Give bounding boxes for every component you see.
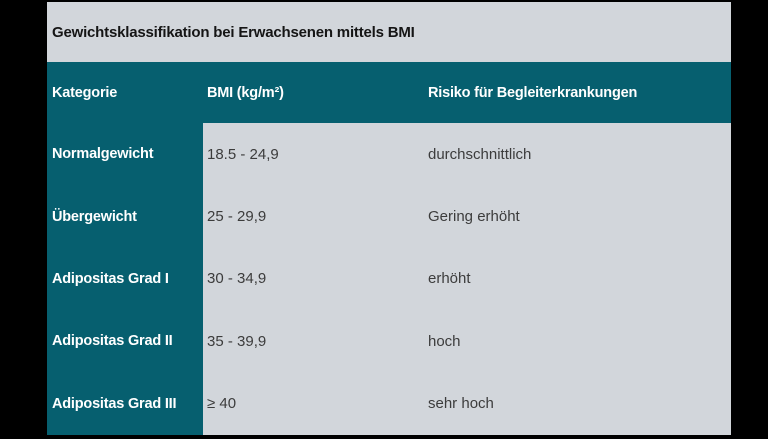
bmi-value-cell: ≥ 40 [203, 372, 428, 435]
row-label-cell: Adipositas Grad III [47, 372, 203, 435]
column-header-risiko: Risiko für Begleiterkrankungen [428, 62, 731, 123]
row-label-cell: Adipositas Grad I [47, 247, 203, 311]
bmi-value-cell: 18.5 - 24,9 [203, 123, 428, 186]
row-label-cell: Übergewicht [47, 185, 203, 248]
page-title: Gewichtsklassifikation bei Erwachsenen m… [52, 23, 415, 41]
table-content-area: Gewichtsklassifikation bei Erwachsenen m… [47, 2, 731, 435]
bmi-value-cell: 30 - 34,9 [203, 247, 428, 311]
column-header-kategorie: Kategorie [47, 62, 203, 123]
bmi-value-cell: 25 - 29,9 [203, 185, 428, 248]
risk-value-cell: sehr hoch [428, 372, 731, 435]
risk-value-cell: hoch [428, 310, 731, 373]
bmi-table: Kategorie BMI (kg/m²) Risiko für Begleit… [47, 62, 731, 435]
column-header-bmi: BMI (kg/m²) [203, 62, 428, 123]
risk-value-cell: durchschnittlich [428, 123, 731, 186]
row-label-cell: Adipositas Grad II [47, 310, 203, 373]
risk-value-cell: erhöht [428, 247, 731, 311]
title-bar: Gewichtsklassifikation bei Erwachsenen m… [47, 2, 731, 62]
row-label-cell: Normalgewicht [47, 123, 203, 186]
risk-value-cell: Gering erhöht [428, 185, 731, 248]
bmi-value-cell: 35 - 39,9 [203, 310, 428, 373]
